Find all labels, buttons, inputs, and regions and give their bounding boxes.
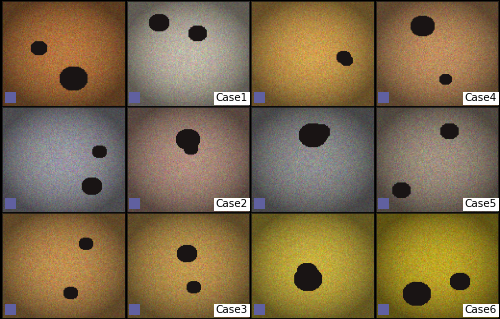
- Text: Case1: Case1: [216, 93, 248, 103]
- Bar: [4, 198, 16, 209]
- Bar: [376, 213, 498, 318]
- Bar: [254, 198, 264, 209]
- Bar: [129, 92, 140, 103]
- Bar: [126, 1, 249, 106]
- Text: Case4: Case4: [465, 93, 497, 103]
- Bar: [2, 1, 124, 106]
- Bar: [378, 198, 389, 209]
- Text: Case5: Case5: [465, 199, 497, 209]
- Bar: [2, 213, 124, 318]
- Bar: [126, 213, 249, 318]
- Bar: [254, 92, 264, 103]
- Bar: [4, 304, 16, 315]
- Bar: [378, 92, 389, 103]
- Bar: [254, 304, 264, 315]
- Bar: [4, 92, 16, 103]
- Text: Case2: Case2: [216, 199, 248, 209]
- Bar: [129, 198, 140, 209]
- Bar: [251, 1, 374, 106]
- Bar: [2, 107, 124, 212]
- Bar: [129, 304, 140, 315]
- Text: Case3: Case3: [216, 305, 248, 315]
- Bar: [378, 304, 389, 315]
- Bar: [126, 107, 249, 212]
- Text: Case6: Case6: [465, 305, 497, 315]
- Bar: [251, 213, 374, 318]
- Bar: [376, 107, 498, 212]
- Bar: [376, 1, 498, 106]
- Bar: [251, 107, 374, 212]
